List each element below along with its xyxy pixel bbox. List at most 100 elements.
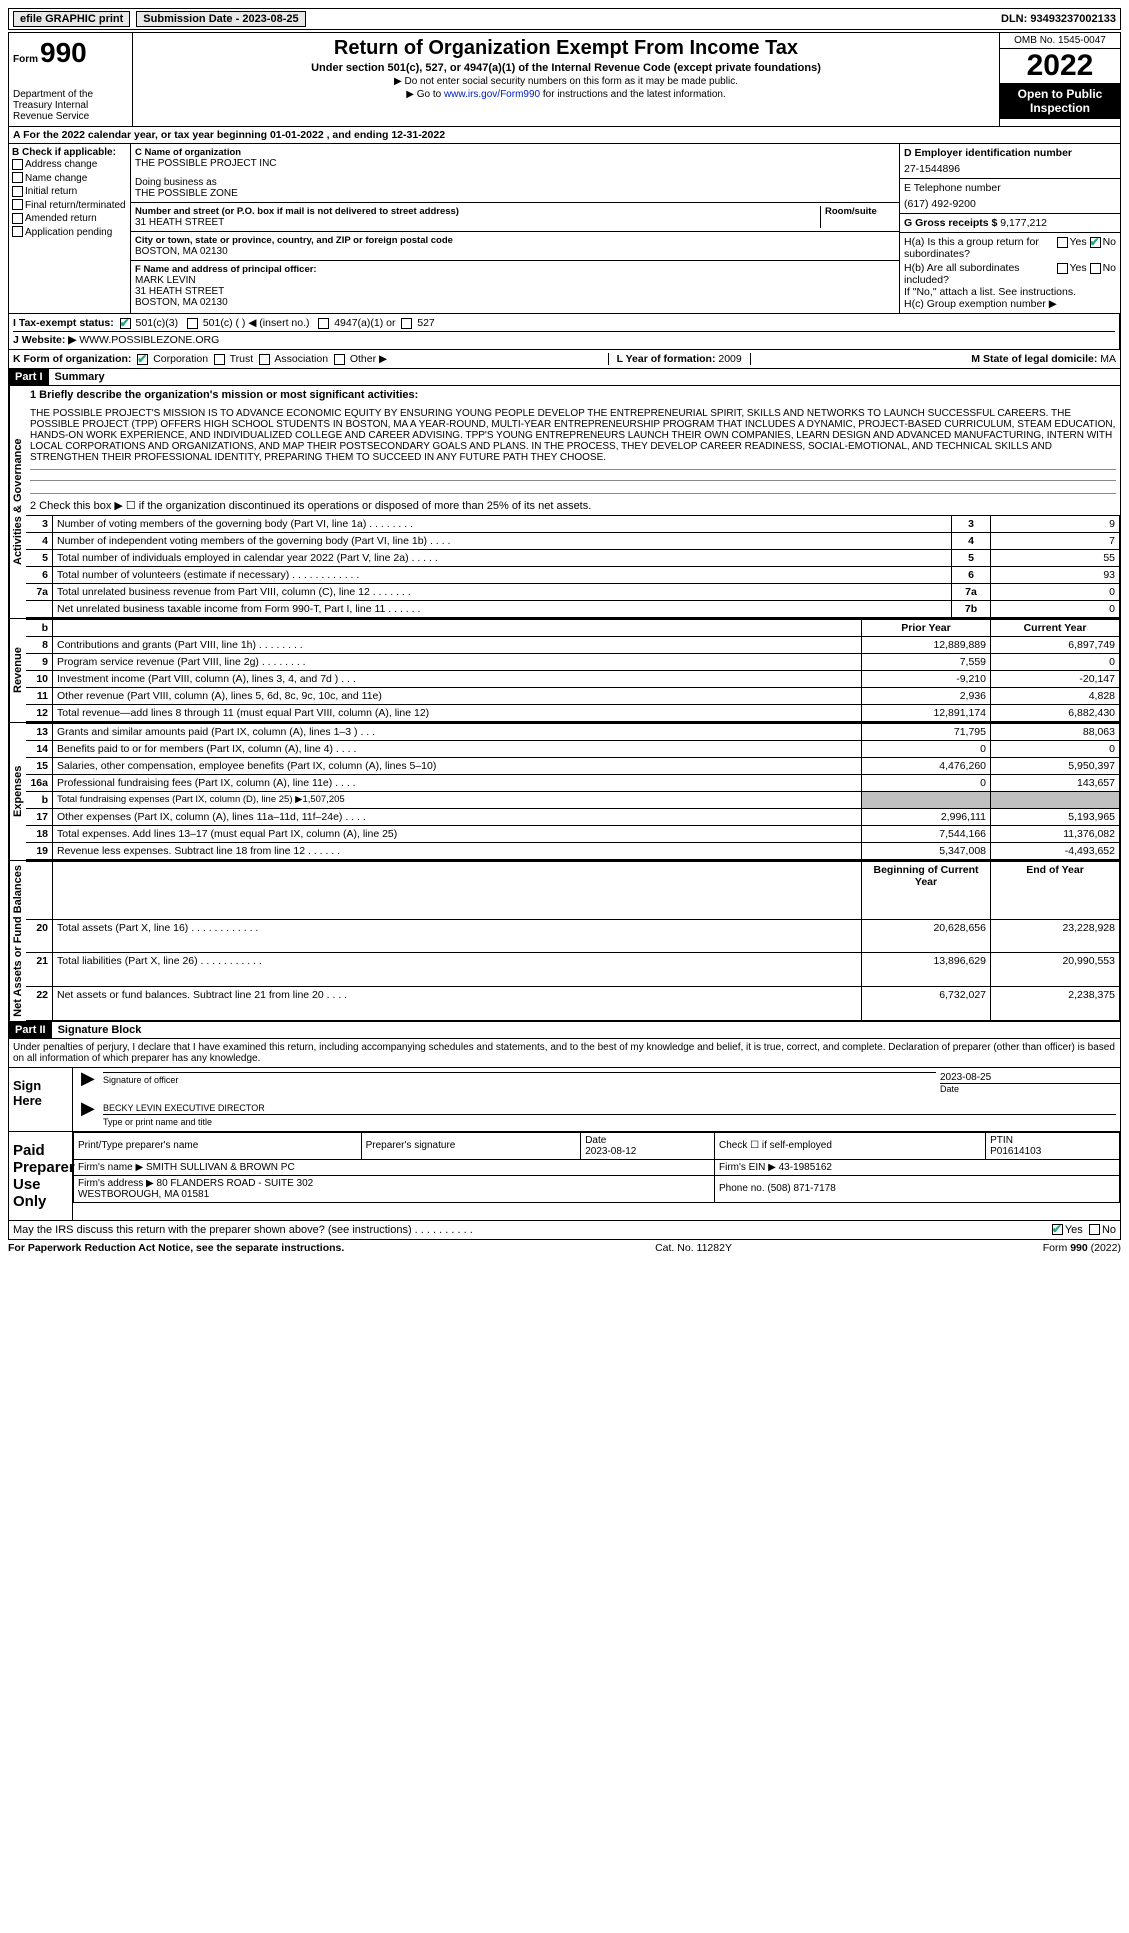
table-row: 3Number of voting members of the governi…: [26, 516, 1120, 533]
street-label: Number and street (or P.O. box if mail i…: [135, 206, 816, 217]
table-row: 16aProfessional fundraising fees (Part I…: [26, 775, 1120, 792]
org-name-label: C Name of organization: [135, 147, 895, 158]
chk-other[interactable]: [334, 354, 345, 365]
gross-value: 9,177,212: [1000, 217, 1047, 229]
col-c-org-info: C Name of organization THE POSSIBLE PROJ…: [131, 144, 899, 313]
chk-501c[interactable]: [187, 318, 198, 329]
open-to-public: Open to Public Inspection: [1000, 83, 1120, 119]
chk-4947[interactable]: [318, 318, 329, 329]
signature-arrow-icon: ▶: [81, 1068, 95, 1089]
form-title: Return of Organization Exempt From Incom…: [139, 37, 993, 60]
firm-addr-cell: Firm's address ▶ 80 FLANDERS ROAD - SUIT…: [74, 1175, 715, 1202]
prep-sig-hdr: Preparer's signature: [361, 1132, 581, 1159]
sign-date-label: Date: [940, 1083, 1120, 1094]
officer-signature-line[interactable]: ▶: [103, 1072, 936, 1073]
part1-tag: Part I: [9, 369, 49, 385]
officer-name-value: BECKY LEVIN EXECUTIVE DIRECTOR: [103, 1103, 265, 1113]
row-j-website: J Website: ▶ WWW.POSSIBLEZONE.ORG: [13, 331, 1115, 346]
table-row: 11Other revenue (Part VIII, column (A), …: [26, 688, 1120, 705]
discuss-yes-no[interactable]: Yes No: [1052, 1224, 1116, 1236]
ha-yes-no[interactable]: Yes No: [1057, 236, 1117, 260]
chk-amended-return[interactable]: Amended return: [12, 212, 127, 226]
line1-mission-label: 1 Briefly describe the organization's mi…: [26, 386, 1120, 404]
dln-box: DLN: 93493237002133: [1001, 13, 1116, 25]
table-row: 21Total liabilities (Part X, line 26) . …: [26, 953, 1120, 987]
table-row: 9Program service revenue (Part VIII, lin…: [26, 654, 1120, 671]
tel-label: E Telephone number: [904, 182, 1116, 194]
goto-pre: ▶ Go to: [406, 89, 444, 100]
tel-value: (617) 492-9200: [904, 198, 1116, 210]
irs-link[interactable]: www.irs.gov/Form990: [444, 89, 540, 100]
l-label: L Year of formation:: [617, 353, 719, 365]
col-d-ein-etc: D Employer identification number 27-1544…: [899, 144, 1120, 313]
col-b-checkboxes: B Check if applicable: Address change Na…: [9, 144, 131, 313]
lines-3-7-table: 3Number of voting members of the governi…: [26, 515, 1120, 618]
dept-treasury: Department of the Treasury Internal Reve…: [13, 89, 128, 122]
ssn-notice: ▶ Do not enter social security numbers o…: [139, 76, 993, 87]
hb-yes: Yes: [1070, 262, 1087, 274]
chk-application-pending[interactable]: Application pending: [12, 226, 127, 240]
discuss-yes: Yes: [1065, 1224, 1083, 1236]
org-name: THE POSSIBLE PROJECT INC: [135, 158, 895, 169]
chk-527[interactable]: [401, 318, 412, 329]
form-header: Form 990 Department of the Treasury Inte…: [8, 32, 1121, 127]
officer-label: F Name and address of principal officer:: [135, 264, 895, 275]
prep-ptin: PTINP01614103: [986, 1132, 1120, 1159]
l-value: 2009: [718, 353, 741, 365]
hb-no: No: [1103, 262, 1116, 274]
opt-501c3: 501(c)(3): [136, 317, 179, 329]
m-state-domicile: M State of legal domicile: MA: [971, 353, 1116, 365]
chk-initial-return[interactable]: Initial return: [12, 185, 127, 199]
firm-ein-cell: Firm's EIN ▶ 43-1985162: [715, 1159, 1120, 1175]
table-row: 6Total number of volunteers (estimate if…: [26, 567, 1120, 584]
row-i-tax-status: I Tax-exempt status: 501(c)(3) 501(c) ( …: [13, 317, 1115, 329]
chk-final-return[interactable]: Final return/terminated: [12, 199, 127, 213]
net-assets-table: Beginning of Current YearEnd of Year20To…: [26, 861, 1120, 1021]
table-row: 13Grants and similar amounts paid (Part …: [26, 724, 1120, 741]
table-row: 19Revenue less expenses. Subtract line 1…: [26, 843, 1120, 860]
vlabel-activities: Activities & Governance: [9, 386, 26, 618]
paid-preparer-label: Paid Preparer Use Only: [9, 1132, 73, 1220]
expenses-block: Expenses 13Grants and similar amounts pa…: [8, 723, 1121, 861]
gross-label: G Gross receipts $: [904, 217, 1000, 229]
chk-name-change[interactable]: Name change: [12, 172, 127, 186]
revenue-block: Revenue bPrior YearCurrent Year8Contribu…: [8, 619, 1121, 723]
expenses-table: 13Grants and similar amounts paid (Part …: [26, 723, 1120, 860]
chk-address-change[interactable]: Address change: [12, 158, 127, 172]
submission-date-value: 2023-08-25: [242, 13, 298, 25]
dln-value: 93493237002133: [1030, 13, 1116, 25]
hb-yes-no[interactable]: Yes No: [1057, 262, 1117, 286]
efile-print-button[interactable]: efile GRAPHIC print: [13, 11, 130, 27]
chk-501c3[interactable]: [120, 318, 131, 329]
opt-trust: Trust: [230, 353, 254, 365]
m-value: MA: [1100, 353, 1116, 365]
website-label: J Website: ▶: [13, 334, 79, 346]
hb-note: If "No," attach a list. See instructions…: [904, 286, 1116, 298]
chk-corp[interactable]: [137, 354, 148, 365]
opt-527: 527: [417, 317, 435, 329]
paid-preparer-block: Paid Preparer Use Only Print/Type prepar…: [8, 1132, 1121, 1221]
website-value: WWW.POSSIBLEZONE.ORG: [79, 334, 219, 346]
activities-governance-block: Activities & Governance 1 Briefly descri…: [8, 386, 1121, 619]
submission-date-box: Submission Date - 2023-08-25: [136, 11, 305, 27]
table-row: Net unrelated business taxable income fr…: [26, 601, 1120, 618]
table-row: 17Other expenses (Part IX, column (A), l…: [26, 809, 1120, 826]
officer-value: MARK LEVIN 31 HEATH STREET BOSTON, MA 02…: [135, 275, 895, 308]
firm-phone-cell: Phone no. (508) 871-7178: [715, 1175, 1120, 1202]
vlabel-expenses: Expenses: [9, 723, 26, 860]
table-row: 20Total assets (Part X, line 16) . . . .…: [26, 919, 1120, 953]
line2-checkbox: 2 Check this box ▶ ☐ if the organization…: [26, 496, 1120, 515]
prep-self-emp[interactable]: Check ☐ if self-employed: [715, 1132, 986, 1159]
city-label: City or town, state or province, country…: [135, 235, 895, 246]
dba-value: THE POSSIBLE ZONE: [135, 188, 895, 199]
table-row: 15Salaries, other compensation, employee…: [26, 758, 1120, 775]
part2-header-row: Part II Signature Block: [8, 1022, 1121, 1039]
opt-assoc: Association: [274, 353, 328, 365]
chk-assoc[interactable]: [259, 354, 270, 365]
table-row: 8Contributions and grants (Part VIII, li…: [26, 637, 1120, 654]
chk-trust[interactable]: [214, 354, 225, 365]
room-suite-label: Room/suite: [821, 206, 895, 228]
table-row: 12Total revenue—add lines 8 through 11 (…: [26, 705, 1120, 722]
street-value: 31 HEATH STREET: [135, 217, 816, 228]
footer-right: Form 990 (2022): [1043, 1242, 1121, 1254]
